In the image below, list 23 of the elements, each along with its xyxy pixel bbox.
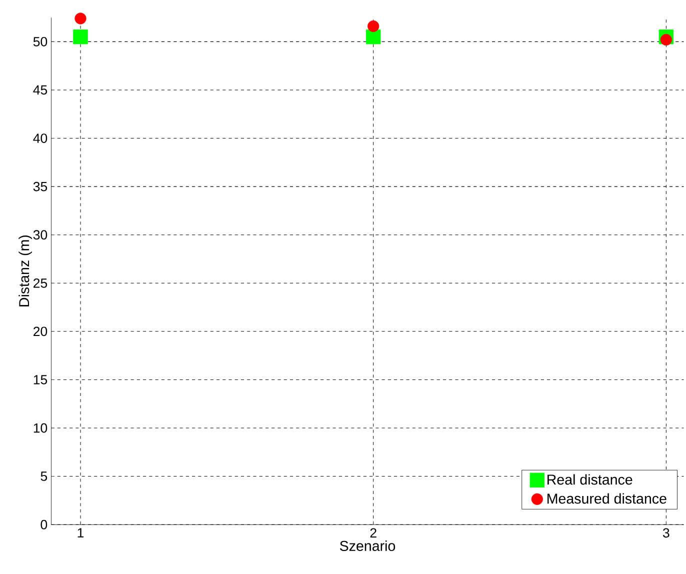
x-tick-label: 3 [663,528,670,538]
point [368,20,380,32]
legend-label: Real distance [548,474,632,485]
x-tick-label: 1 [78,528,84,538]
point [366,30,381,44]
x-axis-title: Szenario [340,540,396,552]
legend-label: Measured distance [548,493,666,504]
y-tick-label: 5 [40,472,48,482]
y-tick-label: 15 [34,375,48,384]
y-tick-label: 50 [33,37,48,46]
y-tick-label: 25 [34,278,48,288]
y-tick-label: 45 [33,85,48,95]
y-tick-label: 0 [40,520,48,530]
y-tick-label: 10 [34,423,48,433]
y-tick-label: 20 [34,326,48,336]
y-tick-label: 30 [33,230,48,240]
y-tick-label: 40 [33,134,48,144]
point [73,30,88,44]
point [74,12,86,24]
x-tick-label: 2 [370,528,376,538]
point [660,34,672,46]
y-axis-title: Distanz (m) [18,236,32,307]
y-tick-label: 35 [33,182,48,192]
